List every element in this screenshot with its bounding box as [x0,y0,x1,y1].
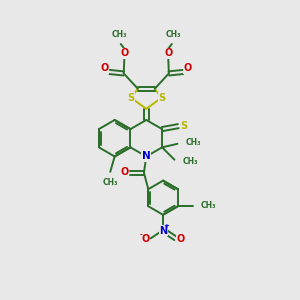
Text: O: O [164,48,172,59]
Text: O: O [141,234,149,244]
Text: N: N [159,226,167,236]
Text: CH₃: CH₃ [166,30,181,39]
Text: O: O [121,167,129,177]
Text: CH₃: CH₃ [183,157,198,166]
Text: O: O [184,63,192,74]
Text: S: S [180,121,187,130]
Text: CH₃: CH₃ [201,201,216,210]
Text: O: O [100,63,109,74]
Text: O: O [177,234,185,244]
Text: S: S [158,93,165,103]
Text: +: + [164,223,169,229]
Text: O: O [120,48,128,59]
Text: CH₃: CH₃ [186,137,201,146]
Text: CH₃: CH₃ [112,30,127,39]
Text: -: - [140,232,143,238]
Text: N: N [142,152,151,161]
Text: CH₃: CH₃ [103,178,118,187]
Text: S: S [128,93,134,103]
